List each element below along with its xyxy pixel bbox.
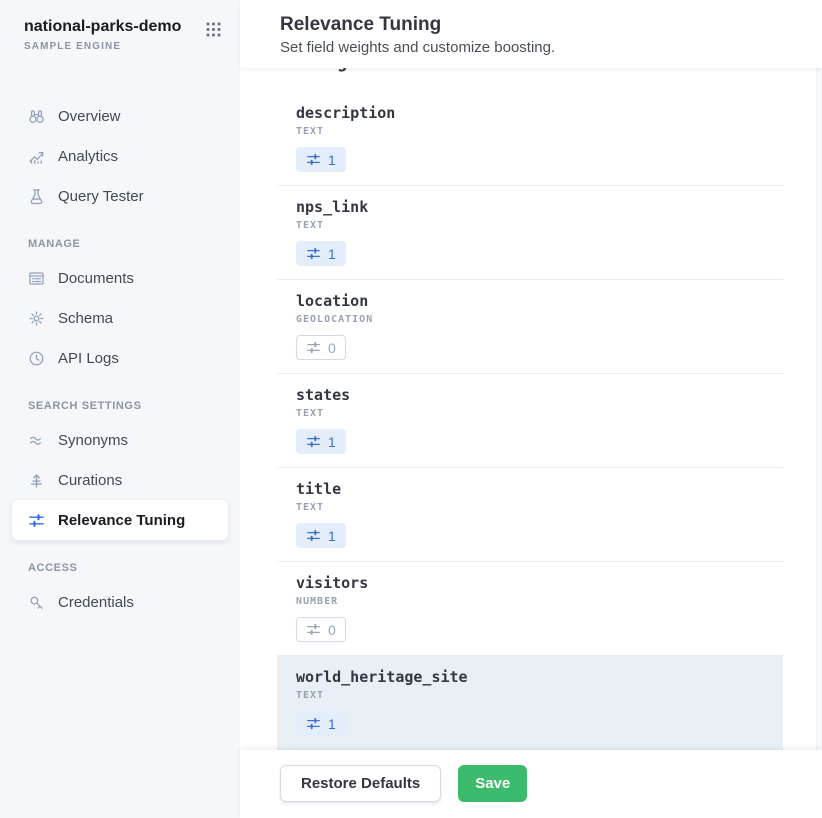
weight-badge[interactable]: 1 — [296, 711, 346, 736]
weight-value: 1 — [328, 433, 336, 450]
footer-action-bar: Restore Defaults Save — [240, 750, 822, 818]
sidebar-item-label: Documents — [58, 269, 134, 287]
field-name: states — [296, 386, 351, 404]
relevance-tuning-content: Manage fields description TEXT 1 nps_lin… — [240, 68, 822, 818]
weight-value: 0 — [328, 339, 336, 356]
engine-type-label: SAMPLE ENGINE — [24, 41, 122, 52]
restore-defaults-button[interactable]: Restore Defaults — [280, 765, 442, 802]
sidebar-item-label: Synonyms — [58, 431, 129, 449]
field-name: location — [296, 292, 369, 310]
sidebar-item-curations[interactable]: Curations — [12, 460, 228, 500]
sliders-icon — [306, 528, 321, 543]
field-list: description TEXT 1 nps_link TEXT 1 locat… — [277, 92, 783, 750]
page-title: Relevance Tuning — [280, 14, 442, 35]
sidebar-item-label: Curations — [58, 471, 123, 489]
waves-icon — [28, 432, 45, 449]
sidebar-item-credentials[interactable]: Credentials — [12, 582, 228, 622]
sidebar-item-api-logs[interactable]: API Logs — [12, 338, 228, 378]
field-name: description — [296, 104, 396, 122]
line-chart-icon — [28, 148, 45, 165]
field-type-label: TEXT — [296, 502, 325, 513]
page-subtitle: Set field weights and customize boosting… — [280, 39, 556, 56]
sliders-icon — [306, 340, 321, 355]
documents-icon — [28, 270, 45, 287]
sidebar-item-label: Credentials — [58, 593, 134, 611]
save-button[interactable]: Save — [458, 765, 528, 802]
nav-section-label-search-settings: SEARCH SETTINGS — [28, 400, 142, 412]
sidebar-item-label: Overview — [58, 107, 121, 125]
gear-icon — [28, 310, 45, 327]
field-row[interactable]: title TEXT 1 — [277, 468, 783, 562]
engine-header: national-parks-demo SAMPLE ENGINE — [0, 0, 240, 52]
weight-value: 1 — [328, 527, 336, 544]
field-type-label: TEXT — [296, 408, 325, 419]
field-type-label: TEXT — [296, 126, 325, 137]
sliders-icon — [28, 512, 45, 529]
field-row[interactable]: nps_link TEXT 1 — [277, 186, 783, 280]
sidebar: national-parks-demo SAMPLE ENGINE Overvi… — [0, 0, 240, 818]
sidebar-item-schema[interactable]: Schema — [12, 298, 228, 338]
weight-badge[interactable]: 0 — [296, 617, 346, 642]
sliders-icon — [306, 716, 321, 731]
weight-value: 1 — [328, 715, 336, 732]
sidebar-item-label: Schema — [58, 309, 114, 327]
sliders-icon — [306, 434, 321, 449]
sidebar-item-synonyms[interactable]: Synonyms — [12, 420, 228, 460]
nav-section-label-access: ACCESS — [28, 562, 78, 574]
weight-badge[interactable]: 1 — [296, 147, 346, 172]
sidebar-item-label: API Logs — [58, 349, 119, 367]
weight-badge[interactable]: 1 — [296, 241, 346, 266]
page-header: Relevance Tuning Set field weights and c… — [240, 0, 822, 68]
weight-value: 0 — [328, 621, 336, 638]
field-row[interactable]: location GEOLOCATION 0 — [277, 280, 783, 374]
clipped-section-heading: Manage fields — [296, 68, 822, 74]
key-icon — [28, 594, 45, 611]
field-name: title — [296, 480, 342, 498]
weight-value: 1 — [328, 245, 336, 262]
sidebar-item-overview[interactable]: Overview — [12, 96, 228, 136]
sidebar-item-relevance-tuning[interactable]: Relevance Tuning — [12, 500, 228, 540]
field-type-label: NUMBER — [296, 596, 339, 607]
sidebar-item-label: Query Tester — [58, 187, 144, 205]
scrollbar-track[interactable] — [816, 68, 822, 750]
weight-value: 1 — [328, 151, 336, 168]
nav-section-label-manage: MANAGE — [28, 238, 81, 250]
sliders-icon — [306, 246, 321, 261]
main-panel: Manage fields description TEXT 1 nps_lin… — [240, 0, 822, 818]
field-type-label: TEXT — [296, 220, 325, 231]
sidebar-item-query-tester[interactable]: Query Tester — [12, 176, 228, 216]
sliders-icon — [306, 622, 321, 637]
weight-badge[interactable]: 1 — [296, 429, 346, 454]
binoculars-icon — [28, 108, 45, 125]
field-row[interactable]: description TEXT 1 — [277, 92, 783, 186]
sidebar-item-label: Analytics — [58, 147, 119, 165]
field-type-label: TEXT — [296, 690, 325, 701]
field-name: nps_link — [296, 198, 369, 216]
engine-name: national-parks-demo — [24, 18, 182, 35]
field-name: world_heritage_site — [296, 668, 468, 686]
sidebar-item-label: Relevance Tuning — [58, 511, 186, 529]
apps-grid-icon[interactable] — [201, 17, 226, 42]
sort-up-icon — [28, 472, 45, 489]
sliders-icon — [306, 152, 321, 167]
sidebar-item-documents[interactable]: Documents — [12, 258, 228, 298]
field-row[interactable]: states TEXT 1 — [277, 374, 783, 468]
sidebar-item-analytics[interactable]: Analytics — [12, 136, 228, 176]
weight-badge[interactable]: 0 — [296, 335, 346, 360]
field-type-label: GEOLOCATION — [296, 314, 374, 325]
field-name: visitors — [296, 574, 369, 592]
clock-icon — [28, 350, 45, 367]
beaker-icon — [28, 188, 45, 205]
weight-badge[interactable]: 1 — [296, 523, 346, 548]
field-row[interactable]: world_heritage_site TEXT 1 — [277, 656, 783, 750]
field-row[interactable]: visitors NUMBER 0 — [277, 562, 783, 656]
